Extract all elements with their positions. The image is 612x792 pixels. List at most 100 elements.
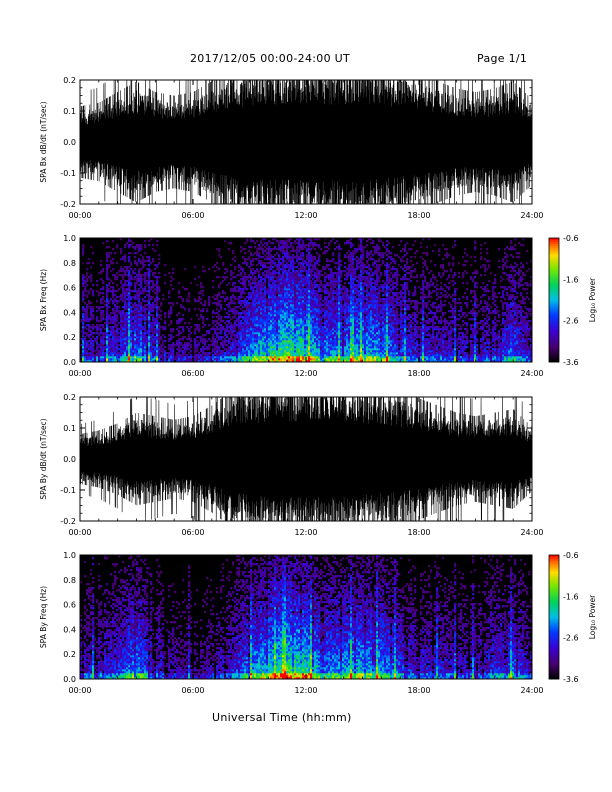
spectrogram-cell: [252, 306, 255, 309]
spectrogram-cell: [310, 294, 313, 297]
spectrogram-cell: [128, 338, 131, 341]
spectrogram-cell: [286, 358, 289, 361]
spectrogram-cell: [306, 294, 309, 297]
spectrogram-cell: [342, 338, 345, 341]
spectrogram-cell: [188, 296, 191, 299]
spectrogram-cell: [224, 344, 227, 347]
spectrogram-cell: [178, 322, 181, 325]
spectrogram-cell: [134, 328, 137, 331]
spectrogram-cell: [246, 322, 249, 325]
spectrogram-cell: [104, 336, 107, 339]
spectrogram-cell: [106, 338, 109, 341]
spectrogram-cell: [100, 292, 103, 295]
spectrogram-cell: [218, 324, 221, 327]
spectrogram-cell: [306, 270, 309, 273]
spectrogram-cell: [272, 358, 275, 361]
spectrogram-cell: [300, 320, 303, 323]
spectrogram-cell: [310, 248, 313, 251]
spectrogram-cell: [114, 344, 117, 347]
spectrogram-cell: [280, 338, 283, 341]
spectrogram-cell: [234, 338, 237, 341]
spectrogram-cell: [298, 308, 301, 311]
spectrogram-cell: [304, 278, 307, 281]
spectrogram-cell: [290, 244, 293, 247]
spectrogram-cell: [112, 326, 115, 329]
spectrogram-cell: [124, 356, 127, 359]
spectrogram-cell: [344, 354, 347, 357]
spectrogram-cell: [110, 280, 113, 283]
spectrogram-cell: [112, 248, 115, 251]
spectrogram-cell: [134, 276, 137, 279]
spectrogram-cell: [144, 346, 147, 349]
spectrogram-cell: [284, 346, 287, 349]
spectrogram-cell: [322, 360, 325, 362]
spectrogram-cell: [106, 342, 109, 345]
spectrogram-cell: [252, 278, 255, 281]
spectrogram-cell: [122, 314, 125, 317]
spectrogram-cell: [212, 344, 215, 347]
spectrogram-cell: [182, 344, 185, 347]
spectrogram-cell: [338, 300, 341, 303]
spectrogram-cell: [258, 314, 261, 317]
spectrogram-cell: [232, 316, 235, 319]
spectrogram-cell: [298, 242, 301, 245]
spectrogram-cell: [294, 286, 297, 289]
spectrogram-cell: [322, 342, 325, 345]
spectrogram-cell: [156, 334, 159, 337]
spectrogram-cell: [342, 340, 345, 343]
spectrogram-cell: [328, 322, 331, 325]
spectrogram-cell: [86, 290, 89, 293]
spectrogram-cell: [342, 350, 345, 353]
spectrogram-cell: [298, 324, 301, 327]
spectrogram-cell: [342, 306, 345, 309]
spectrogram-cell: [258, 318, 261, 321]
spectrogram-cell: [260, 326, 263, 329]
spectrogram-cell: [96, 354, 99, 357]
spectrogram-cell: [124, 334, 127, 337]
spectrogram-cell: [318, 350, 321, 353]
spectrogram-cell: [140, 334, 143, 337]
spectrogram-cell: [178, 340, 181, 343]
spectrogram-cell: [268, 324, 271, 327]
spectrogram-cell: [324, 280, 327, 283]
spectrogram-cell: [238, 302, 241, 305]
spectrogram-cell: [326, 316, 329, 319]
spectrogram-cell: [336, 276, 339, 279]
spectrogram-cell: [152, 326, 155, 329]
spectrogram-cell: [270, 274, 273, 277]
spectrogram-cell: [106, 266, 109, 269]
spectrogram-cell: [326, 288, 329, 291]
spectrogram-cell: [226, 326, 229, 329]
spectrogram-cell: [324, 320, 327, 323]
spectrogram-cell: [80, 354, 83, 357]
spectrogram-cell: [246, 312, 249, 315]
spectrogram-cell: [310, 346, 313, 349]
spectrogram-cell: [198, 336, 201, 339]
spectrogram-cell: [288, 284, 291, 287]
spectrogram-cell: [274, 248, 277, 251]
spectrogram-cell: [232, 294, 235, 297]
spectrogram-cell: [290, 278, 293, 281]
spectrogram-cell: [106, 344, 109, 347]
spectrogram-cell: [90, 306, 93, 309]
spectrogram-cell: [260, 318, 263, 321]
spectrogram-cell: [152, 346, 155, 349]
spectrogram-cell: [264, 334, 267, 337]
spectrogram-cell: [238, 350, 241, 353]
spectrogram-cell: [268, 326, 271, 329]
spectrogram-cell: [118, 322, 121, 325]
spectrogram-cell: [148, 302, 151, 305]
spectrogram-cell: [340, 332, 343, 335]
spectrogram-cell: [214, 360, 217, 362]
spectrogram-cell: [164, 336, 167, 339]
spectrogram-cell: [292, 326, 295, 329]
spectrogram-cell: [298, 300, 301, 303]
spectrogram-cell: [190, 360, 193, 362]
spectrogram-cell: [248, 312, 251, 315]
spectrogram-cell: [136, 350, 139, 353]
spectrogram-cell: [330, 308, 333, 311]
spectrogram-cell: [296, 282, 299, 285]
spectrogram-cell: [262, 316, 265, 319]
spectrogram-cell: [106, 340, 109, 343]
spectrogram-cell: [336, 262, 339, 265]
